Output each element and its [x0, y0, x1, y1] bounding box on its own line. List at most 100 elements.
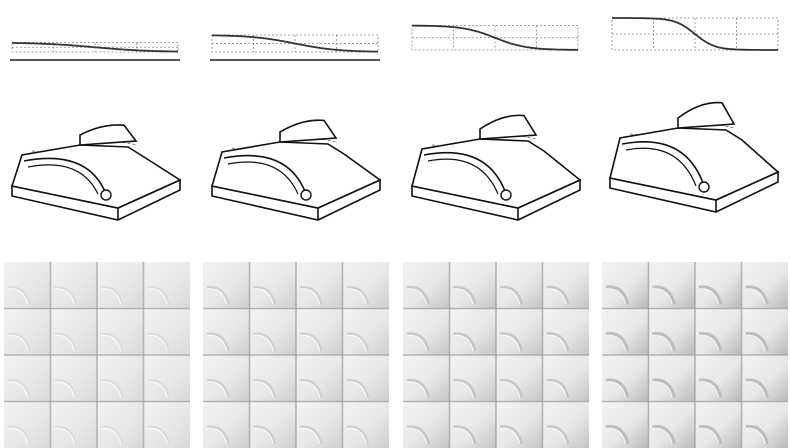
tile-groove — [147, 286, 171, 305]
tile-groove-highlight — [406, 427, 428, 445]
tile-groove-highlight — [147, 288, 168, 305]
tile-cell — [4, 262, 51, 309]
tile-groove-highlight — [147, 427, 168, 445]
tile-groove — [605, 285, 630, 306]
tile-groove-highlight — [346, 427, 367, 445]
tile-groove — [406, 425, 431, 445]
tile-groove-highlight — [7, 381, 29, 398]
groove-arc — [23, 157, 107, 195]
tile-groove — [54, 425, 78, 445]
tile-groove-highlight — [206, 334, 228, 352]
tile-groove-highlight — [346, 334, 367, 352]
tile-cell — [50, 308, 97, 355]
tile-groove-highlight — [698, 381, 720, 398]
groove-arc — [621, 141, 705, 187]
tile-groove-highlight — [54, 288, 75, 305]
tile-groove-highlight — [100, 288, 122, 305]
tile-groove-highlight — [499, 427, 521, 445]
tile-groove — [406, 332, 431, 352]
tile-groove — [7, 286, 31, 305]
tile-groove-highlight — [453, 334, 474, 352]
tile-groove — [54, 332, 78, 352]
tile-groove — [206, 379, 230, 398]
tile-groove-highlight — [206, 288, 228, 305]
tile-groove-highlight — [54, 334, 75, 352]
tile-groove-highlight — [499, 288, 521, 305]
tile-groove — [299, 425, 323, 445]
tile-cell — [4, 355, 51, 402]
tile-groove-highlight — [453, 427, 474, 445]
tile-groove — [299, 286, 323, 305]
tiled-surface-4 — [602, 262, 788, 448]
tile-cell — [97, 262, 144, 309]
profile-curve — [212, 34, 378, 53]
tile-cell — [143, 355, 190, 402]
profile-curve-4 — [610, 0, 782, 56]
tile-groove-highlight — [299, 334, 321, 352]
tile-groove-highlight — [299, 427, 321, 445]
tile-groove-highlight — [499, 381, 521, 398]
tile-groove-highlight — [698, 334, 720, 352]
tile-groove — [406, 285, 431, 305]
tile-groove-highlight — [453, 288, 474, 305]
tile-groove-highlight — [605, 381, 627, 398]
tile-groove — [745, 424, 769, 445]
tile-groove — [652, 331, 676, 352]
tile-groove — [100, 332, 124, 352]
groove-end — [100, 189, 112, 201]
tile-block-1 — [8, 108, 188, 248]
profile-curve-3 — [410, 0, 582, 56]
tile-groove — [100, 379, 124, 398]
tile-groove-highlight — [253, 427, 274, 445]
groove-end — [300, 189, 312, 201]
tile-groove — [453, 285, 477, 305]
profile-curve-2 — [210, 8, 382, 64]
tile-groove-highlight — [253, 334, 274, 352]
tile-groove — [546, 425, 570, 445]
groove-arc-inner — [227, 161, 299, 195]
tile-groove — [652, 285, 676, 306]
tile-groove-highlight — [698, 427, 720, 445]
tile-groove-highlight — [546, 288, 567, 305]
tile-block-2 — [208, 108, 388, 248]
tile-groove-highlight — [299, 381, 321, 398]
tile-block-4 — [606, 100, 786, 240]
profile-curve — [11, 42, 179, 53]
tile-groove-highlight — [605, 334, 627, 352]
tile-groove-highlight — [499, 334, 521, 352]
tile-groove-highlight — [745, 334, 766, 352]
tile-groove — [499, 378, 524, 398]
tile-groove — [745, 285, 769, 306]
tile-groove — [346, 332, 370, 352]
tile-groove-highlight — [253, 381, 274, 398]
tile-groove — [253, 286, 277, 305]
tile-groove — [698, 285, 723, 306]
tile-groove — [346, 379, 370, 398]
tile-cell — [143, 401, 190, 448]
groove-arc — [423, 151, 507, 195]
tile-groove — [206, 332, 230, 352]
tile-groove — [253, 379, 277, 398]
tile-groove-highlight — [7, 427, 29, 445]
tile-groove — [453, 332, 477, 352]
tile-groove-highlight — [406, 334, 428, 352]
groove-arc — [223, 154, 307, 195]
tiled-surface-2 — [203, 262, 389, 448]
tile-groove — [652, 378, 676, 399]
tile-groove — [346, 425, 370, 445]
tile-groove — [698, 424, 723, 445]
groove-arc-inner — [427, 158, 499, 195]
tile-groove-highlight — [546, 381, 567, 398]
tile-groove — [206, 425, 230, 445]
tile-groove — [406, 378, 431, 398]
groove-end — [698, 181, 710, 193]
tile-groove-highlight — [698, 288, 720, 305]
groove-arc-inner — [625, 147, 697, 187]
tile-cell — [4, 308, 51, 355]
tile-cell — [143, 262, 190, 309]
tile-groove — [698, 378, 723, 399]
profile-curve — [412, 24, 578, 51]
tile-groove-highlight — [299, 288, 321, 305]
tile-groove — [546, 378, 570, 398]
